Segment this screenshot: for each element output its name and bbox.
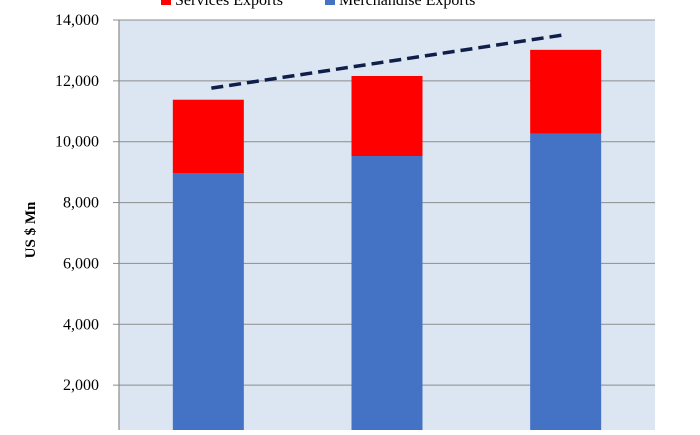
bar-services-exports	[172, 99, 244, 174]
bar-services-exports	[351, 75, 423, 157]
y-tick-label: 2,000	[63, 377, 99, 394]
y-tick-label: 6,000	[63, 255, 99, 272]
y-tick-label: 8,000	[63, 195, 99, 212]
y-tick-label: 12,000	[55, 73, 99, 90]
y-tick-label: 4,000	[63, 316, 99, 333]
legend-swatch-services	[161, 0, 171, 5]
y-tick-label: 14,000	[55, 12, 99, 29]
y-axis-label: US $ Mn	[23, 201, 39, 258]
bar-services-exports	[530, 49, 602, 134]
bar-merchandise-exports	[530, 133, 602, 435]
trendline	[211, 33, 562, 90]
bar-merchandise-exports	[172, 173, 244, 435]
legend-label-services: Services Exports	[175, 0, 283, 9]
y-tick-label: 10,000	[55, 134, 99, 151]
legend: Services Exports Merchandise Exports	[161, 0, 475, 9]
legend-label-merchandise: Merchandise Exports	[339, 0, 475, 9]
legend-swatch-merchandise	[325, 0, 335, 5]
bar-merchandise-exports	[351, 156, 423, 435]
